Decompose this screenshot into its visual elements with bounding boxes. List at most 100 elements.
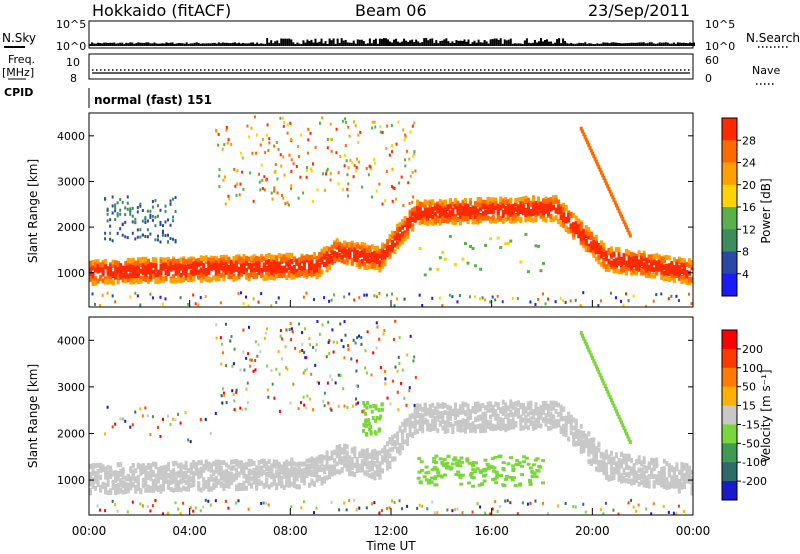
power-cell (330, 149, 333, 153)
power-cell (448, 217, 452, 223)
velocity-cell (297, 467, 301, 473)
velocity-cell (408, 431, 412, 437)
power-cell (247, 272, 251, 278)
power-cell (534, 302, 537, 306)
power-cell (617, 247, 621, 253)
power-cell (262, 266, 266, 272)
power-cell (333, 250, 337, 256)
velocity-cell (305, 466, 309, 472)
velocity-cell (572, 505, 575, 509)
velocity-cell (637, 503, 640, 507)
power-cell (463, 198, 467, 204)
velocity-cell (627, 465, 631, 471)
power-cell (257, 269, 261, 275)
velocity-cell (343, 449, 347, 455)
power-cell (625, 270, 629, 276)
velocity-cell (433, 416, 437, 422)
velocity-cell (192, 476, 196, 482)
nsky-bar (189, 43, 192, 46)
velocity-cell (403, 427, 407, 433)
power-cell (577, 224, 581, 230)
nsky-bar (572, 43, 575, 46)
velocity-cell (360, 453, 364, 459)
power-cell (202, 271, 206, 277)
power-cell (597, 165, 601, 170)
power-cell (101, 293, 104, 297)
velocity-cell (141, 467, 145, 473)
velocity-cell (630, 468, 634, 474)
power-cell (484, 214, 488, 220)
velocity-cell (119, 462, 123, 468)
power-cell (677, 259, 681, 265)
power-cell (514, 217, 518, 223)
velocity-cell (544, 405, 548, 411)
velocity-cell (224, 462, 228, 468)
velocity-cell (466, 412, 470, 418)
power-cell (161, 229, 164, 233)
power-cell (164, 257, 168, 263)
velocity-cell (647, 461, 651, 467)
velocity-cell (461, 511, 464, 515)
power-cell (373, 161, 376, 165)
power-cell (151, 199, 154, 203)
power-cell (602, 246, 606, 252)
power-cell (476, 197, 480, 203)
power-cell (323, 246, 327, 252)
power-cell (675, 270, 679, 276)
power-cell (242, 258, 246, 264)
power-cell (192, 293, 195, 297)
velocity-cell (612, 467, 616, 473)
power-cell (272, 268, 276, 274)
power-cell (149, 292, 152, 296)
nsky-bar (240, 43, 242, 46)
power-cell (408, 218, 412, 224)
power-cell (398, 181, 401, 185)
velocity-cell (199, 469, 203, 475)
power-cell (391, 292, 393, 296)
velocity-cell (328, 455, 332, 461)
velocity-cell (315, 460, 319, 466)
power-cell (441, 202, 445, 208)
nsky-bar (479, 42, 482, 46)
velocity-cell (131, 476, 135, 482)
power-cell (266, 133, 269, 137)
velocity-cell (348, 455, 352, 461)
nsky-bar (519, 43, 522, 46)
velocity-cell (144, 487, 148, 493)
velocity-cell (416, 506, 419, 510)
power-cell (534, 244, 538, 248)
velocity-cell (617, 459, 621, 465)
power-cell (531, 200, 535, 206)
power-cell (149, 215, 152, 219)
power-cell (616, 206, 620, 211)
velocity-cell (486, 406, 490, 412)
power-cell (121, 233, 124, 237)
velocity-cell (282, 470, 286, 476)
power-cell (144, 271, 148, 277)
power-colorbar-swatch (722, 162, 737, 186)
power-cell (255, 272, 259, 278)
nsky-bar (105, 42, 108, 46)
velocity-cell (320, 480, 324, 486)
power-cell (167, 218, 170, 222)
power-cell (194, 302, 197, 306)
power-cell (136, 206, 139, 210)
nsky-bar (678, 42, 681, 46)
power-cell (479, 214, 483, 220)
velocity-cell (146, 484, 150, 490)
power-cell (124, 213, 127, 217)
power-cell (516, 197, 520, 203)
power-cell (290, 158, 293, 162)
velocity-cell (564, 502, 567, 506)
power-cell (355, 253, 359, 259)
velocity-cell (411, 433, 415, 439)
power-cell (458, 294, 461, 298)
velocity-cell (398, 425, 402, 431)
power-cell (521, 203, 525, 209)
power-cell (94, 262, 98, 268)
power-cell (335, 256, 339, 262)
velocity-cell (479, 414, 483, 420)
velocity-cell (491, 404, 495, 410)
velocity-cell (119, 481, 123, 487)
velocity-cell (307, 457, 311, 463)
